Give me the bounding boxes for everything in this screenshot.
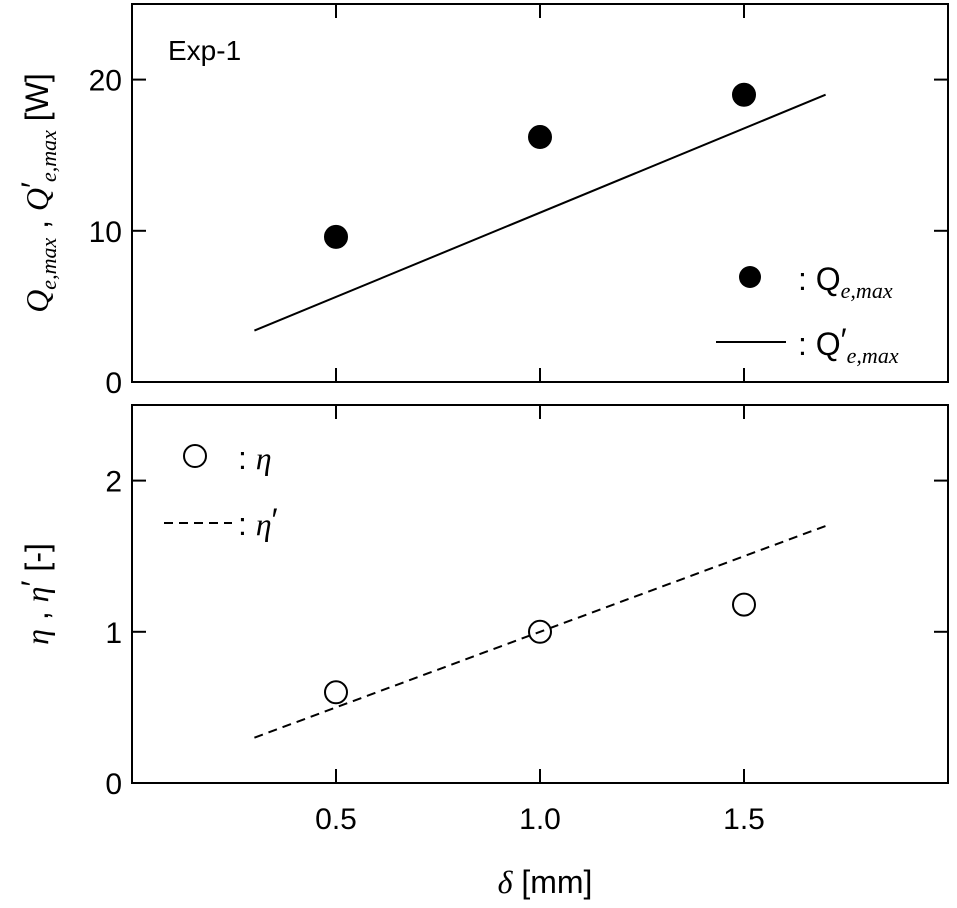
ylabel-sym: Q <box>19 290 55 313</box>
legend-prime: ′ <box>272 502 278 538</box>
series-line-eta-prime <box>254 525 826 739</box>
y-tick-label: 0 <box>105 367 122 400</box>
legend-label-eta: : η <box>238 440 272 476</box>
ylabel-sub: e,max <box>36 130 61 182</box>
bottom-ticks: 0 1 2 0.5 1.0 1.5 <box>105 405 948 836</box>
legend-prefix: : <box>238 440 256 476</box>
data-point-qemax <box>324 224 348 249</box>
ylabel-sym: Q <box>19 188 55 211</box>
legend-prime: ′ <box>841 322 847 358</box>
ylabel-unit: [-] <box>19 543 55 580</box>
top-legend: : Qe,max : Q′e,max <box>716 261 899 368</box>
legend-prefix: : <box>238 506 256 542</box>
legend-label-qemax-prime: : Q′e,max <box>798 322 899 368</box>
legend-prefix: : <box>798 261 816 297</box>
legend-prefix: : <box>798 326 816 362</box>
y-tick-label: 20 <box>89 65 122 98</box>
series-line-qemax-prime <box>254 93 826 332</box>
ylabel-sym: η <box>19 586 55 602</box>
legend-marker-eta <box>183 444 207 468</box>
xlabel-unit: [mm] <box>512 864 592 900</box>
top-ticks: 0 10 20 <box>89 4 948 400</box>
legend-sub: e,max <box>841 278 893 303</box>
legend-label-eta-prime: : η′ <box>238 502 278 542</box>
legend-sym: η <box>256 506 272 542</box>
x-tick-label: 1.5 <box>723 803 765 836</box>
x-tick-label: 0.5 <box>315 803 357 836</box>
y-tick-label: 2 <box>105 466 122 499</box>
top-annotation: Exp-1 <box>168 35 241 66</box>
y-tick-label: 0 <box>105 768 122 801</box>
ylabel-unit: [W] <box>19 73 55 130</box>
ylabel-sep: , <box>19 211 55 238</box>
xlabel-sym: δ <box>498 864 514 900</box>
ylabel-sep: , <box>19 602 55 629</box>
bottom-y-axis-label: η , η′ [-] <box>15 543 55 645</box>
data-point-eta <box>732 592 756 617</box>
ylabel-sym: η <box>19 629 55 645</box>
y-tick-label: 10 <box>89 216 122 249</box>
legend-label-qemax: : Qe,max <box>798 261 893 303</box>
x-axis-label: δ [mm] <box>498 864 593 900</box>
bottom-legend: : η : η′ <box>164 440 278 542</box>
legend-marker-qemax <box>739 266 761 288</box>
legend-sym: Q <box>816 261 841 297</box>
top-y-axis-label: Qe,max , Q′e,max [W] <box>15 73 61 313</box>
top-marks <box>254 82 826 332</box>
ylabel-prime: ′ <box>15 182 51 188</box>
y-tick-label: 1 <box>105 617 122 650</box>
data-point-eta <box>324 680 348 705</box>
bottom-marks <box>254 525 826 739</box>
x-tick-label: 1.0 <box>519 803 561 836</box>
ylabel-sub: e,max <box>36 238 61 290</box>
legend-sym: Q <box>816 326 841 362</box>
legend-sub: e,max <box>847 343 899 368</box>
data-point-qemax <box>528 125 552 150</box>
data-point-qemax <box>732 82 756 107</box>
ylabel-prime: ′ <box>15 580 51 586</box>
legend-sym: η <box>256 440 272 476</box>
